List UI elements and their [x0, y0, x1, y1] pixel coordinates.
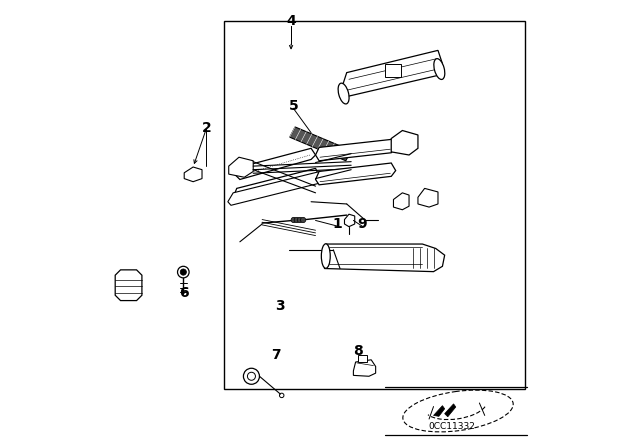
- Text: 4: 4: [286, 14, 296, 28]
- Text: 1: 1: [333, 217, 342, 231]
- Polygon shape: [228, 172, 320, 205]
- Text: 7: 7: [271, 349, 280, 362]
- Ellipse shape: [338, 83, 349, 104]
- Polygon shape: [391, 130, 418, 155]
- Text: 9: 9: [358, 217, 367, 231]
- Polygon shape: [316, 139, 396, 161]
- Ellipse shape: [434, 59, 445, 79]
- Text: 5: 5: [289, 99, 298, 113]
- Polygon shape: [344, 214, 355, 227]
- Circle shape: [291, 217, 296, 223]
- Polygon shape: [445, 404, 456, 417]
- Bar: [385, 64, 401, 77]
- Bar: [224, 22, 525, 389]
- Circle shape: [298, 217, 303, 223]
- Text: 2: 2: [202, 121, 211, 135]
- Polygon shape: [115, 270, 142, 301]
- Ellipse shape: [321, 244, 330, 268]
- Circle shape: [300, 217, 306, 223]
- Polygon shape: [228, 157, 253, 177]
- Text: 0CC11332: 0CC11332: [428, 422, 475, 431]
- Polygon shape: [184, 167, 202, 182]
- Text: 8: 8: [353, 344, 363, 358]
- Circle shape: [294, 217, 300, 223]
- Polygon shape: [341, 50, 442, 97]
- Polygon shape: [433, 405, 445, 416]
- Circle shape: [180, 269, 186, 275]
- Polygon shape: [324, 244, 445, 271]
- Polygon shape: [394, 193, 409, 210]
- Text: 3: 3: [275, 299, 285, 313]
- Polygon shape: [353, 360, 376, 376]
- Polygon shape: [418, 188, 438, 207]
- Polygon shape: [233, 168, 319, 201]
- Polygon shape: [358, 355, 367, 362]
- Polygon shape: [290, 127, 351, 161]
- Polygon shape: [236, 148, 316, 180]
- Text: 6: 6: [179, 286, 189, 300]
- Polygon shape: [316, 163, 396, 185]
